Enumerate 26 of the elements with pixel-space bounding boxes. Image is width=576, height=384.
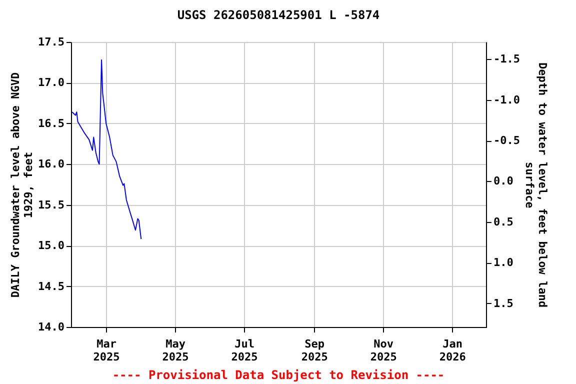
y-tick-label: 16.0 xyxy=(38,158,64,171)
y-axis-title: DAILY Groundwater level above NGVD 1929, feet xyxy=(9,72,36,298)
y-tick-label: 17.5 xyxy=(38,36,64,48)
x-tick-label: Jul 2025 xyxy=(231,338,258,364)
y2-tick-label: 0.0 xyxy=(494,174,514,188)
x-tick-label: Jan 2026 xyxy=(439,338,466,364)
y2-tick-label: -1.0 xyxy=(494,93,520,106)
y2-tick-label: -0.5 xyxy=(494,134,520,148)
x-tick-label: Sep 2025 xyxy=(301,338,328,364)
y2-tick-label: 0.5 xyxy=(494,215,514,228)
y2-axis-title: Depth to water level, feet below land surface xyxy=(522,62,549,308)
y-tick-label: 14.5 xyxy=(38,280,64,293)
x-tick-label: Mar 2025 xyxy=(93,338,120,364)
y-tick-label: 15.5 xyxy=(38,198,64,212)
y-tick-label: 16.5 xyxy=(38,116,64,130)
y2-tick-label: 1.0 xyxy=(494,256,514,270)
line-series xyxy=(72,59,142,240)
y-tick-label: 14.0 xyxy=(38,320,64,334)
y-tick-label: 15.0 xyxy=(38,239,64,252)
y-tick-label: 17.0 xyxy=(38,76,64,90)
chart-title: USGS 262605081425901 L -5874 xyxy=(177,8,380,22)
x-tick-label: May 2025 xyxy=(162,338,189,364)
y2-tick-label: -1.5 xyxy=(494,52,520,66)
y2-tick-label: 1.5 xyxy=(494,296,514,310)
x-tick-label: Nov 2025 xyxy=(370,338,397,364)
text: ---- Provisional Data Subject to Revision ---- xyxy=(112,368,445,382)
